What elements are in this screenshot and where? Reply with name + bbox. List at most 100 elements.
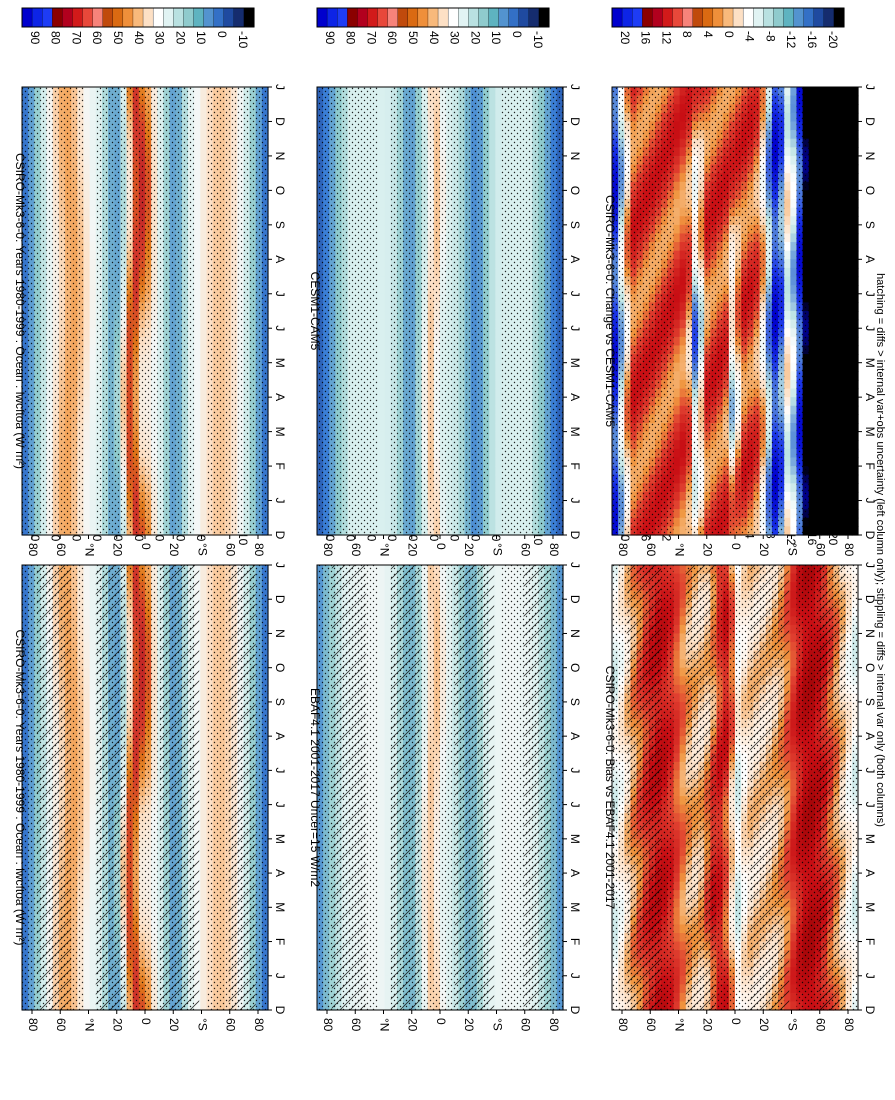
x-tick-label: J xyxy=(273,767,287,773)
x-tick-label: A xyxy=(863,869,877,877)
y-tick-label: 0 xyxy=(139,543,153,550)
x-tick-label: D xyxy=(568,1006,582,1015)
y-tick-label: 80 xyxy=(547,543,561,557)
y-tick-label: 80 xyxy=(547,1018,561,1032)
x-tick-label: S xyxy=(568,698,582,706)
x-tick-label: N xyxy=(568,152,582,161)
x-tick-label: J xyxy=(273,562,287,568)
y-tick-label: 60 xyxy=(54,1018,68,1032)
y-tick-label: °N xyxy=(672,543,686,556)
y-tick-label: 60 xyxy=(224,1018,238,1032)
panel-title: CSIRO-Mk3-6-0: Years 1980-1999 : Ocean :… xyxy=(13,629,27,945)
colorbar-label: 50 xyxy=(111,31,125,45)
colorbar-label: 0 xyxy=(722,31,736,38)
colorbar-label: 30 xyxy=(153,31,167,45)
x-tick-label: J xyxy=(273,325,287,331)
x-tick-label: F xyxy=(568,462,582,469)
y-tick-label: 60 xyxy=(349,1018,363,1032)
x-tick-label: D xyxy=(568,117,582,126)
colorbar-label: 40 xyxy=(427,31,441,45)
x-tick-label: J xyxy=(863,498,877,504)
x-tick-label: A xyxy=(863,732,877,740)
colorbar-label: 12 xyxy=(659,31,673,45)
x-tick-label: A xyxy=(863,393,877,401)
x-tick-label: J xyxy=(568,562,582,568)
y-tick-label: 60 xyxy=(814,1018,828,1032)
colorbar-label: 0 xyxy=(510,31,524,38)
colorbar-label: -20 xyxy=(826,31,840,49)
y-tick-label: 20 xyxy=(406,543,420,557)
y-tick-label: 0 xyxy=(434,543,448,550)
y-tick-label: 0 xyxy=(729,543,743,550)
panel-title: CSIRO-Mk3-6-0: Change vs CESM1-CAM5 xyxy=(603,195,617,427)
x-tick-label: F xyxy=(863,938,877,945)
colorbar-label: 80 xyxy=(344,31,358,45)
y-tick-label: 60 xyxy=(519,1018,533,1032)
x-tick-label: J xyxy=(863,973,877,979)
x-tick-label: J xyxy=(863,325,877,331)
x-tick-label: J xyxy=(568,973,582,979)
colorbar-label: 90 xyxy=(323,31,337,45)
y-tick-label: °N xyxy=(82,1018,96,1031)
y-tick-label: 0 xyxy=(139,1018,153,1025)
y-tick-label: °S xyxy=(195,1018,209,1031)
x-tick-label: N xyxy=(273,152,287,161)
x-tick-label: J xyxy=(863,84,877,90)
y-tick-label: 60 xyxy=(644,1018,658,1032)
colorbar-label: 60 xyxy=(385,31,399,45)
x-tick-label: M xyxy=(273,834,287,844)
colorbar-label: -10 xyxy=(236,31,250,49)
y-tick-label: °N xyxy=(82,543,96,556)
x-tick-label: N xyxy=(863,629,877,638)
x-tick-label: M xyxy=(273,427,287,437)
x-tick-label: S xyxy=(863,221,877,229)
x-tick-label: F xyxy=(273,462,287,469)
panel-title: CSIRO-Mk3-6-0: Bias vs EBAF4.1 2001-2017 xyxy=(603,666,617,910)
colorbar-label: 20 xyxy=(173,31,187,45)
y-tick-label: 20 xyxy=(757,1018,771,1032)
stippling xyxy=(22,87,268,535)
y-tick-label: 0 xyxy=(729,1018,743,1025)
y-tick-label: °S xyxy=(490,543,504,556)
x-tick-label: F xyxy=(863,462,877,469)
y-tick-label: °S xyxy=(195,543,209,556)
x-tick-label: D xyxy=(273,531,287,540)
y-tick-label: 80 xyxy=(321,1018,335,1032)
hatching xyxy=(331,565,551,1010)
x-tick-label: D xyxy=(863,531,877,540)
x-tick-label: A xyxy=(273,869,287,877)
x-tick-label: A xyxy=(863,255,877,263)
panel-p1: D J F M A M J J A S O N D J 80 60 °N 20 0 20 °S 60 80 CSIRO-Mk3… xyxy=(13,504,287,1032)
y-tick-label: 80 xyxy=(26,543,40,557)
panel-title: EBAF4.1 2001-2017 Uncer=15 W/m2 xyxy=(308,688,322,887)
colorbar-label: 60 xyxy=(90,31,104,45)
x-tick-label: M xyxy=(568,358,582,368)
x-tick-label: J xyxy=(863,767,877,773)
stippling xyxy=(317,87,563,535)
colorbar-label: 20 xyxy=(618,31,632,45)
colorbar-label: 40 xyxy=(132,31,146,45)
colorbar-label: 0 xyxy=(215,31,229,38)
x-tick-label: J xyxy=(568,291,582,297)
x-tick-label: J xyxy=(863,802,877,808)
y-tick-label: 20 xyxy=(701,1018,715,1032)
x-tick-label: F xyxy=(568,938,582,945)
colorbar-label: 80 xyxy=(49,31,63,45)
x-tick-label: D xyxy=(273,595,287,604)
x-tick-label: J xyxy=(273,498,287,504)
x-tick-label: S xyxy=(273,698,287,706)
x-tick-label: A xyxy=(568,255,582,263)
x-tick-label: S xyxy=(568,221,582,229)
y-tick-label: °S xyxy=(490,1018,504,1031)
panel-p3: D J F M A M J J A S O N D J 80 60 °N 20 0 20 °S 60 80 EBAF4.1 2… xyxy=(308,504,582,1032)
x-tick-label: S xyxy=(273,221,287,229)
x-tick-label: O xyxy=(568,186,582,195)
y-tick-label: 80 xyxy=(252,1018,266,1032)
y-tick-label: 20 xyxy=(757,543,771,557)
panels: D J F M A M J J A S O N D J 80 60 °N 20 0 20 °S 60 80 CSIRO-Mk3… xyxy=(13,7,877,1032)
hatching xyxy=(626,565,846,1010)
x-tick-label: D xyxy=(863,1006,877,1015)
y-tick-label: 80 xyxy=(842,543,856,557)
